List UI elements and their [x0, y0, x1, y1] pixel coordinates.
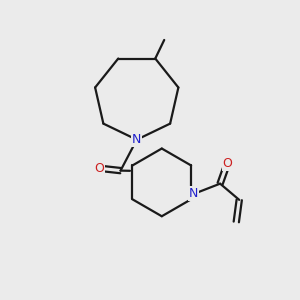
Text: O: O: [223, 157, 232, 169]
Text: N: N: [132, 133, 141, 146]
Text: O: O: [94, 162, 104, 175]
Text: N: N: [189, 188, 198, 200]
